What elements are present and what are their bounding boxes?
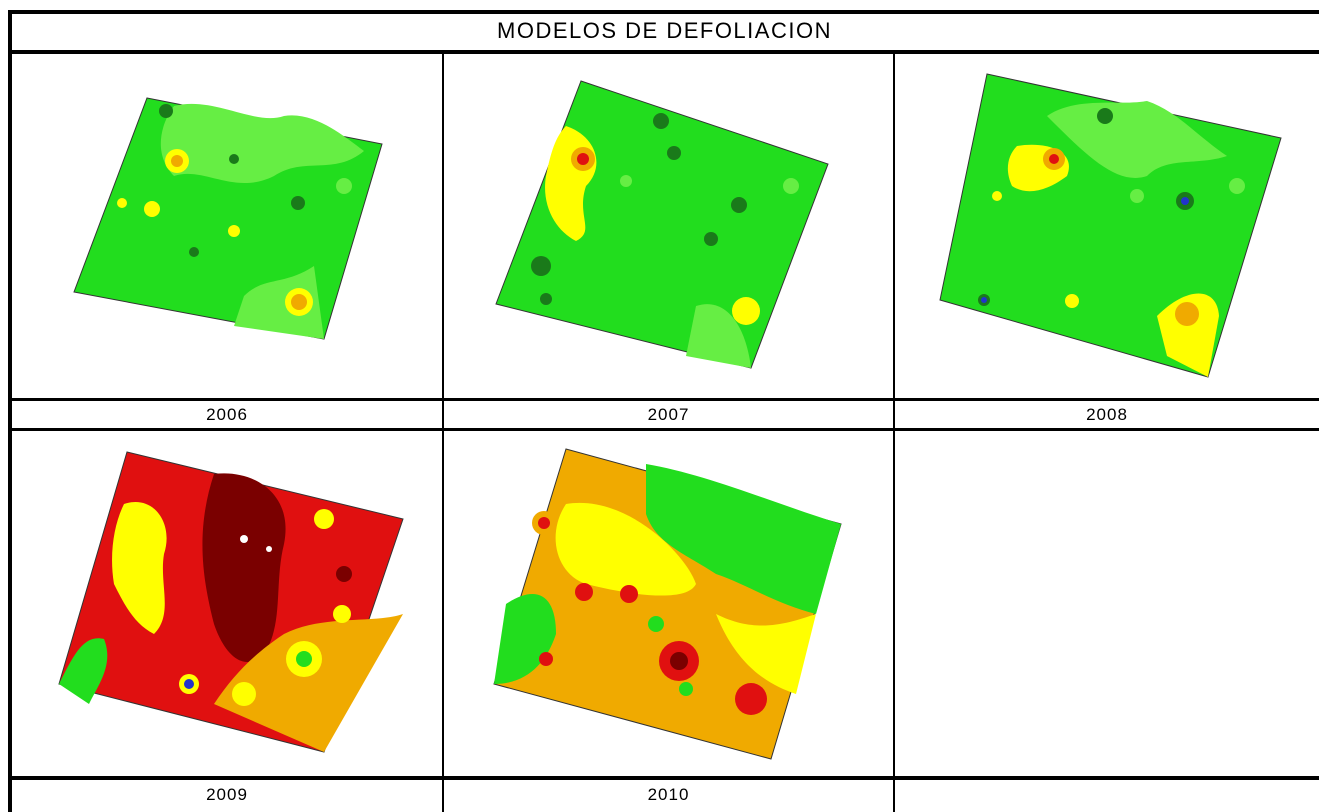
row1-image-bottom-border — [8, 398, 1319, 401]
column-divider-2 — [893, 52, 895, 812]
defoliation-map-2010 — [446, 434, 892, 776]
caption-2010: 2010 — [647, 785, 690, 804]
document-title: MODELOS DE DEFOLIACION — [497, 18, 832, 43]
table-top-border — [8, 10, 1319, 14]
caption-2006: 2006 — [206, 405, 248, 424]
defoliation-map-2006 — [14, 56, 442, 396]
defoliation-map-2009 — [14, 434, 442, 776]
row2-image-bottom-border — [8, 776, 1319, 780]
row1-caption-bottom-border — [8, 428, 1319, 431]
caption-empty — [895, 781, 1319, 809]
defoliation-map-2008 — [897, 56, 1319, 396]
title-bottom-border — [8, 50, 1319, 54]
column-divider-1 — [442, 52, 444, 812]
caption-2007: 2007 — [647, 405, 690, 424]
caption-2009: 2009 — [206, 785, 248, 804]
table-left-border — [8, 10, 12, 812]
defoliation-map-2007 — [446, 56, 892, 396]
caption-2008: 2008 — [1086, 405, 1128, 424]
